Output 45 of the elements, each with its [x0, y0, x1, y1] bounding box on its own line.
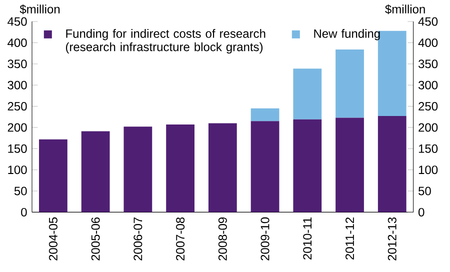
x-tick-label: 2004-05 — [48, 218, 58, 261]
y-tick-label: 150 — [8, 144, 27, 154]
bar — [336, 50, 364, 118]
legend-label: Funding for indirect costs of research (research infrastructure block grants) — [66, 29, 266, 54]
y-tick-label: 350 — [8, 60, 27, 68]
x-tick-label: 2012-13 — [388, 218, 396, 261]
bar — [166, 124, 194, 212]
y-tick-label: 300 — [8, 81, 27, 90]
x-tick-label: 2010-11 — [303, 218, 312, 260]
bar — [38, 140, 68, 212]
y2-tick-label: 350 — [418, 60, 438, 68]
y2-tick-label: 300 — [418, 81, 438, 90]
y2-tick-label: 150 — [418, 144, 438, 154]
x-tick-label: 2011-12 — [346, 218, 354, 260]
y-tick-label: 100 — [8, 166, 27, 174]
x-tick-label: 2008-09 — [218, 218, 227, 261]
bar — [378, 116, 406, 212]
y2-tick-label: 50 — [418, 186, 431, 196]
bar — [250, 121, 280, 212]
y-tick-label: 0 — [21, 208, 27, 217]
y-tick-label: 450 — [8, 18, 27, 26]
x-tick-label: 2005-06 — [91, 218, 100, 261]
legend-label: New funding — [314, 29, 380, 40]
x-tick-label: 2007-08 — [176, 218, 185, 261]
y2-tick-label: 400 — [418, 38, 438, 48]
bar — [293, 120, 322, 212]
y2-tick-label: 450 — [418, 18, 438, 26]
y2-tick-label: 250 — [418, 102, 438, 111]
bar — [81, 132, 110, 212]
x-tick-label: 2006-07 — [134, 218, 142, 261]
bar — [336, 118, 364, 212]
y-tick-label: 50 — [14, 186, 27, 196]
y-tick-label: 200 — [8, 123, 27, 132]
x-tick-label: 2009-10 — [260, 218, 270, 261]
y-axis-title: $million — [20, 4, 60, 14]
y2-axis-title: $million — [385, 4, 425, 14]
y2-tick-label: 0 — [418, 208, 424, 217]
bar — [208, 123, 237, 212]
y2-tick-label: 100 — [418, 166, 438, 174]
bar — [293, 68, 322, 120]
y2-tick-label: 200 — [418, 123, 438, 132]
y-tick-label: 250 — [8, 102, 27, 111]
bar — [250, 108, 280, 122]
y-tick-label: 400 — [8, 38, 27, 48]
bar — [124, 126, 152, 212]
